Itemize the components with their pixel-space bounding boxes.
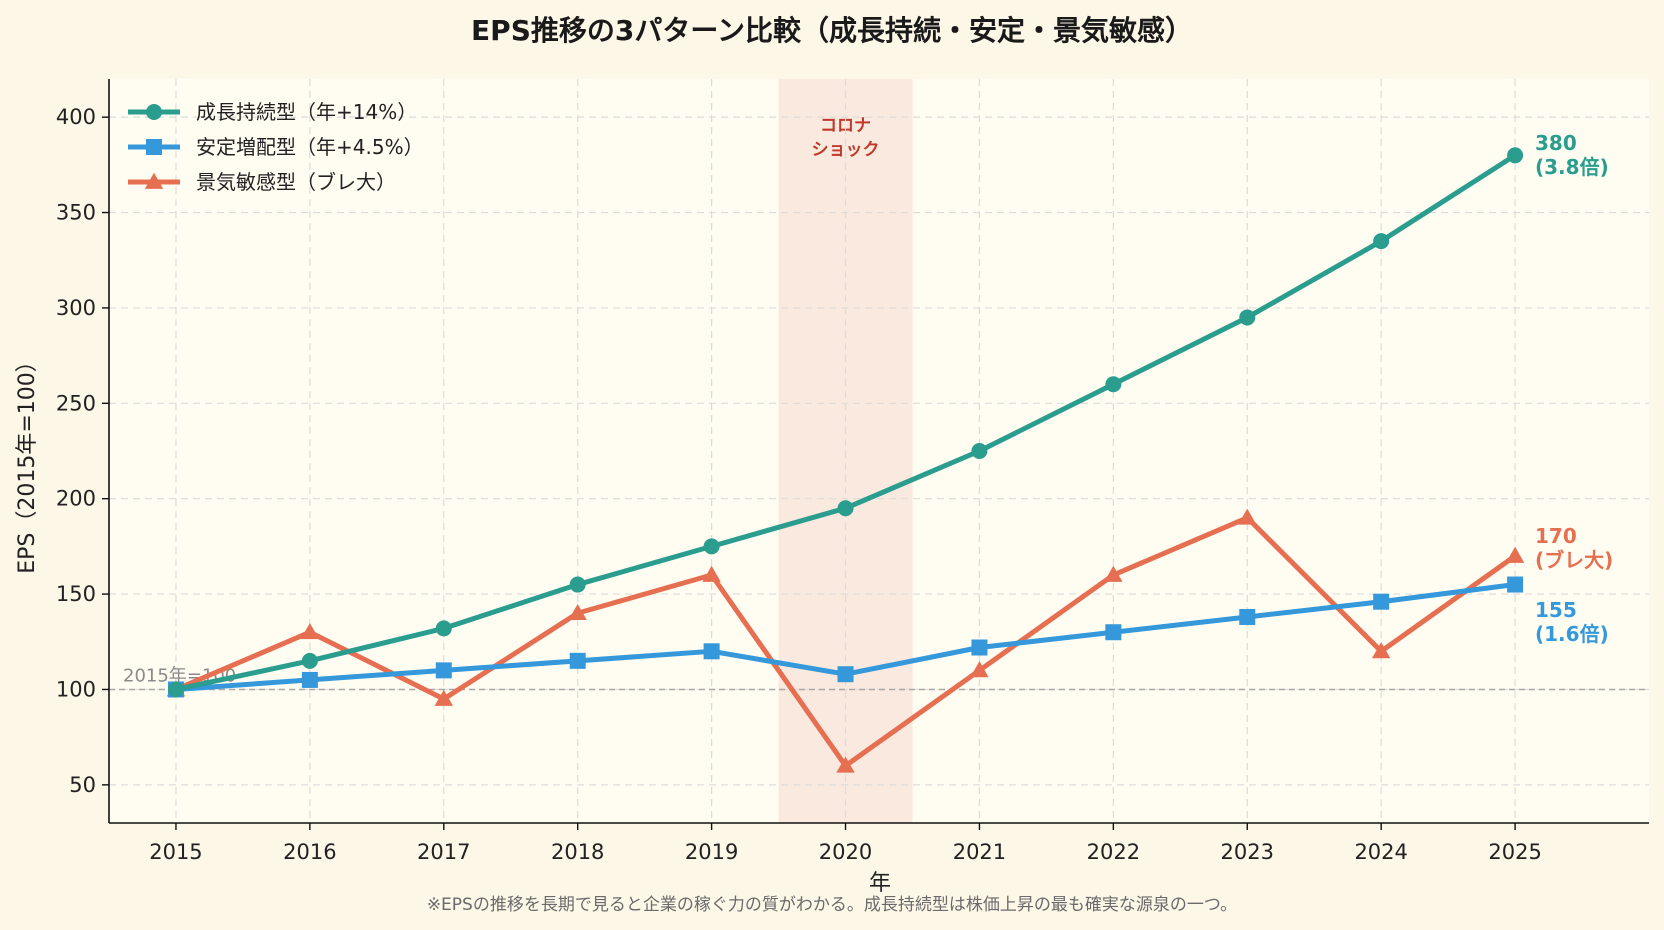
x-tick-label: 2020 (819, 840, 872, 864)
series-1 (167, 576, 1524, 698)
series-end-label: 170 (1535, 524, 1577, 548)
data-point (1104, 565, 1123, 582)
shaded-region-label-line: ショック (812, 140, 880, 160)
data-point (971, 443, 988, 459)
data-point (1373, 593, 1390, 610)
legend-item: 景気敏感型（ブレ大） (128, 170, 396, 194)
data-point (569, 576, 586, 593)
x-tick-label: 2021 (953, 840, 1006, 864)
data-point (1507, 576, 1524, 593)
x-axis-label: 年 (869, 871, 891, 896)
x-tick-label: 2018 (551, 840, 604, 864)
legend-label: 安定増配型（年+4.5%） (196, 135, 424, 159)
series-end-label: 155 (1535, 598, 1577, 622)
series-end-label: 380 (1535, 131, 1577, 155)
y-tick-label: 350 (56, 201, 96, 225)
legend-label: 成長持続型（年+14%） (196, 100, 417, 124)
x-tick-label: 2025 (1488, 840, 1541, 864)
series-0 (167, 147, 1524, 698)
chart-title: EPS推移の3パターン比較（成長持続・安定・景気敏感） (471, 14, 1193, 47)
legend-label: 景気敏感型（ブレ大） (196, 170, 396, 194)
legend-marker (146, 139, 162, 155)
legend-marker (144, 172, 164, 189)
data-point (300, 623, 320, 640)
y-tick-label: 250 (56, 391, 96, 415)
data-point (301, 652, 318, 669)
x-tick-label: 2022 (1087, 840, 1140, 864)
y-tick-label: 100 (56, 677, 96, 701)
x-tick-label: 2019 (685, 840, 738, 864)
data-point (1239, 309, 1256, 326)
y-tick-label: 400 (56, 105, 96, 129)
data-point (1505, 546, 1525, 563)
legend-item: 安定増配型（年+4.5%） (128, 135, 424, 159)
data-point (434, 689, 453, 706)
data-point (435, 662, 452, 679)
data-point (1373, 233, 1390, 250)
data-point (836, 756, 855, 773)
data-point (970, 661, 989, 678)
y-tick-label: 200 (56, 487, 96, 511)
series-end-label: (1.6倍) (1535, 622, 1609, 646)
data-point (1371, 642, 1391, 659)
legend-item: 成長持続型（年+14%） (128, 100, 417, 124)
data-point (167, 681, 184, 698)
series-end-label: (3.8倍) (1535, 155, 1609, 179)
y-tick-label: 300 (56, 296, 96, 320)
data-point (301, 671, 318, 688)
x-tick-label: 2024 (1354, 840, 1407, 864)
data-point (1238, 508, 1257, 525)
data-point (837, 666, 854, 683)
data-point (568, 603, 587, 621)
data-point (703, 538, 720, 555)
data-point (703, 643, 720, 660)
y-tick-label: 150 (56, 582, 96, 606)
data-point (702, 565, 721, 582)
series-end-label: (ブレ大) (1535, 548, 1613, 572)
data-point (837, 500, 854, 517)
data-point (569, 652, 586, 669)
data-point (1105, 376, 1122, 393)
data-point (1105, 624, 1122, 641)
data-point (971, 639, 988, 656)
shaded-region-label-line: コロナ (820, 116, 871, 136)
data-point (1239, 608, 1256, 625)
x-tick-label: 2023 (1221, 840, 1274, 864)
data-point (435, 620, 452, 637)
data-point (1507, 147, 1524, 164)
y-axis-label: EPS（2015年=100） (15, 350, 40, 574)
x-tick-label: 2017 (417, 840, 470, 864)
y-tick-label: 50 (69, 773, 96, 797)
legend-marker (146, 104, 162, 120)
x-tick-label: 2016 (283, 840, 336, 864)
x-tick-label: 2015 (149, 840, 202, 864)
footnote: ※EPSの推移を長期で見ると企業の稼ぐ力の質がわかる。成長持続型は株価上昇の最も… (427, 895, 1237, 915)
